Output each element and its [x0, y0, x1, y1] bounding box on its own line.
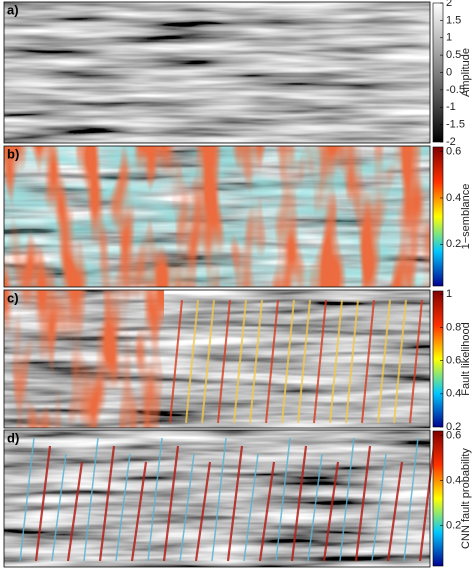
fault-trace	[83, 437, 99, 562]
colorbar-tick-label: 0.6	[446, 146, 461, 158]
fault-trace	[393, 299, 407, 424]
colorbar-tick-label: 1.5	[446, 14, 461, 26]
fault-trace	[201, 299, 215, 424]
fault-trace	[147, 437, 163, 562]
colorbar	[432, 146, 444, 287]
colorbar-tick-label: 0.2	[446, 238, 461, 250]
fault-trace	[243, 453, 259, 562]
fault-trace	[258, 461, 276, 562]
colorbar-tick-label: 0.4	[446, 192, 461, 204]
panel-label: b)	[7, 146, 19, 161]
fault-trace	[313, 299, 327, 424]
fault-trace	[211, 437, 227, 562]
fault-trace	[339, 437, 355, 562]
seismic-texture	[4, 430, 430, 567]
panel-label: c)	[7, 290, 19, 305]
panel-label: a)	[7, 2, 19, 17]
fault-trace	[418, 445, 436, 562]
fault-trace	[185, 299, 199, 424]
fault-trace	[115, 453, 131, 562]
panel-frame	[3, 429, 431, 568]
fault-trace	[66, 461, 84, 562]
colorbar-tick-label: 0.4	[446, 388, 461, 400]
fault-trace	[217, 299, 231, 424]
fault-trace	[345, 299, 359, 424]
colorbar-tick-label: -1	[446, 101, 456, 113]
panel-label: d)	[7, 430, 19, 445]
fault-trace	[386, 461, 404, 562]
colorbar-tick-label: 0.2	[446, 421, 461, 433]
colorbar-label: 1−semblance	[460, 184, 472, 250]
fault-trace	[51, 453, 67, 562]
fault-trace	[162, 445, 180, 562]
colorbar	[432, 290, 444, 428]
colorbar-tick-label: 0.8	[446, 321, 461, 333]
fault-trace	[290, 445, 308, 562]
fault-trace	[226, 445, 244, 562]
fault-trace	[329, 299, 343, 424]
colorbar-label: Amplitude	[460, 48, 472, 97]
fault-trace	[361, 299, 375, 424]
fault-trace	[249, 299, 263, 424]
fault-trace	[265, 299, 279, 424]
colorbar-tick-label: 1	[446, 32, 452, 44]
colorbar-tick-label: 0.4	[446, 474, 461, 486]
fault-trace	[194, 461, 212, 562]
fault-trace	[275, 437, 291, 562]
colorbar-tick-label: 2	[446, 0, 452, 9]
colorbar-tick-label: 0.2	[446, 519, 461, 531]
seismic-texture	[4, 2, 430, 143]
fault-trace	[233, 299, 247, 424]
fault-trace	[297, 299, 311, 424]
fault-trace	[409, 299, 423, 424]
fault-trace	[130, 461, 148, 562]
colorbar-tick-label: 0.6	[446, 355, 461, 367]
attribute-overlay	[4, 290, 164, 428]
colorbar-tick-label: 0.5	[446, 49, 461, 61]
colorbar-label: CNN fault probability	[460, 448, 472, 549]
colorbar-tick-label: 1	[446, 288, 452, 300]
fault-trace	[322, 461, 340, 562]
fault-trace	[377, 299, 391, 424]
colorbar-tick-label: -2	[446, 136, 456, 148]
panel-frame	[3, 1, 431, 144]
attribute-overlay	[4, 146, 430, 287]
fault-trace	[98, 445, 116, 562]
fault-trace	[281, 299, 295, 424]
fault-trace	[307, 453, 323, 562]
panel-frame	[3, 289, 431, 429]
fault-trace	[354, 445, 372, 562]
colorbar	[432, 430, 444, 567]
fault-trace	[34, 445, 52, 562]
colorbar-tick-label: 0.6	[446, 429, 461, 441]
colorbar-tick-label: -1.5	[446, 119, 465, 131]
colorbar-label: Fault likelihood	[460, 322, 472, 395]
fault-trace	[19, 437, 35, 562]
colorbar-tick-label: 0	[446, 66, 452, 78]
colorbar-tick-label: -0.5	[446, 84, 465, 96]
fault-trace	[403, 437, 419, 562]
panel-frame	[3, 145, 431, 288]
fault-trace	[179, 453, 195, 562]
fault-trace	[371, 453, 387, 562]
fault-trace	[169, 299, 183, 424]
